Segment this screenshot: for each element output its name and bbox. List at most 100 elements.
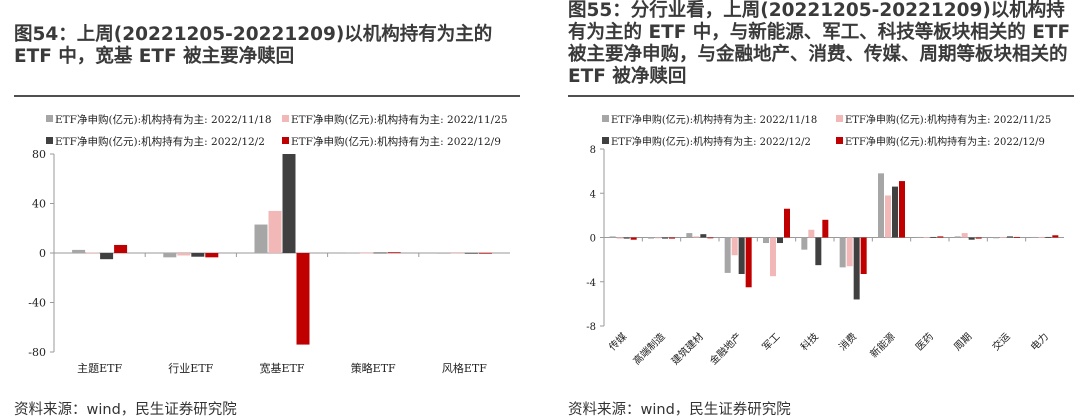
- bar: [436, 252, 450, 254]
- bar: [450, 252, 464, 254]
- y-tick-label: 0: [590, 234, 596, 245]
- figure-54-panel: 图54：上周(20221205-20221209)以机构持有为主的 ETF 中，…: [0, 0, 526, 418]
- bar: [954, 236, 961, 238]
- bar: [801, 237, 808, 250]
- bar: [724, 237, 731, 273]
- legend-label: ETF净申购(亿元):机构持有为主: 2022/12/2: [611, 135, 811, 148]
- x-tick-label: 主题ETF: [77, 362, 122, 375]
- bar: [839, 237, 846, 268]
- bar: [373, 252, 387, 254]
- legend-swatch: [282, 115, 289, 122]
- x-tick-label: 传媒: [607, 331, 630, 354]
- x-tick-label: 金融地产: [707, 330, 744, 367]
- bar: [1000, 236, 1006, 238]
- bar: [1038, 236, 1045, 238]
- bar: [655, 237, 661, 239]
- x-tick-label: 军工: [760, 331, 783, 354]
- figure-54-title: 图54：上周(20221205-20221209)以机构持有为主的 ETF 中，…: [14, 24, 493, 67]
- bar: [1014, 236, 1020, 238]
- bar: [1052, 235, 1059, 238]
- x-tick-label: 建筑建材: [668, 330, 705, 367]
- bar: [693, 236, 700, 238]
- y-tick-label: 8: [590, 145, 596, 156]
- legend-label: ETF净申购(亿元):机构持有为主: 2022/11/18: [55, 113, 272, 126]
- x-tick-label: 电力: [1028, 330, 1051, 353]
- bar: [731, 237, 738, 256]
- legend-swatch: [46, 137, 53, 144]
- bar: [662, 237, 668, 239]
- bar: [745, 237, 752, 288]
- x-tick-label: 风格ETF: [442, 361, 487, 375]
- legend-label: ETF净申购(亿元):机构持有为主: 2022/11/25: [845, 113, 1051, 126]
- bar: [846, 237, 853, 267]
- y-tick-label: 80: [32, 148, 46, 161]
- bar: [961, 233, 968, 238]
- legend-swatch: [46, 115, 53, 122]
- bar: [359, 252, 373, 254]
- legend-label: ETF净申购(亿元):机构持有为主: 2022/12/9: [845, 135, 1045, 148]
- bar: [853, 237, 860, 300]
- bar: [770, 237, 776, 277]
- bar: [860, 237, 867, 275]
- bar: [345, 252, 359, 254]
- bar: [686, 233, 693, 238]
- legend-label: ETF净申购(亿元):机构持有为主: 2022/11/18: [611, 113, 817, 126]
- bar: [669, 237, 675, 239]
- bar: [968, 237, 975, 240]
- x-tick-label: 高端制造: [630, 330, 667, 367]
- bar: [100, 253, 114, 260]
- bar: [464, 252, 478, 254]
- bar: [707, 237, 714, 239]
- bar: [885, 195, 891, 238]
- y-tick-label: 40: [32, 198, 46, 211]
- bar: [777, 237, 783, 244]
- title-divider: [568, 95, 1074, 97]
- figure-54-source: 资料来源：wind，民生证券研究院: [14, 402, 237, 418]
- bar: [899, 181, 905, 238]
- bar: [163, 253, 177, 258]
- x-tick-label: 宽基ETF: [260, 361, 305, 375]
- bar: [738, 237, 745, 275]
- legend-swatch: [282, 137, 289, 144]
- bar: [268, 210, 282, 253]
- x-tick-label: 策略ETF: [351, 361, 396, 375]
- bar: [254, 224, 268, 253]
- legend-swatch: [836, 115, 843, 122]
- bar: [1007, 236, 1013, 238]
- x-tick-label: 新能源: [867, 330, 897, 360]
- bar: [1045, 236, 1052, 238]
- bar: [387, 252, 401, 254]
- figure-55-source: 资料来源：wind，民生证券研究院: [568, 402, 791, 418]
- bar: [815, 237, 822, 266]
- x-tick-label: 医药: [913, 331, 936, 354]
- bar: [975, 237, 982, 239]
- legend-swatch: [602, 137, 609, 144]
- bar: [191, 253, 205, 257]
- bar: [930, 236, 937, 238]
- bar: [700, 234, 707, 238]
- bar: [282, 154, 296, 253]
- bar: [993, 237, 999, 239]
- x-tick-label: 行业ETF: [168, 362, 213, 375]
- figure-55-title: 图55：分行业看，上周(20221205-20221209)以机构持有为主的 E…: [568, 0, 1071, 87]
- bar: [916, 236, 923, 238]
- bar: [205, 253, 219, 258]
- bar: [616, 237, 623, 239]
- bar: [623, 237, 630, 239]
- title-divider: [14, 95, 520, 97]
- y-tick-label: 4: [590, 189, 596, 200]
- bar: [1031, 236, 1038, 238]
- figure-54-chart: ETF净申购(亿元):机构持有为主: 2022/11/18 ETF净申购(亿元):…: [28, 113, 510, 375]
- y-tick-label: -8: [586, 322, 596, 333]
- bar: [296, 253, 310, 345]
- x-tick-label: 周期: [952, 331, 975, 354]
- bar: [177, 253, 191, 256]
- bar: [648, 237, 654, 239]
- y-tick-label: -4: [586, 278, 596, 289]
- bar: [72, 249, 86, 253]
- bar: [822, 219, 829, 238]
- figure-55-chart: ETF净申购(亿元):机构持有为主: 2022/11/18 ETF净申购(亿元):…: [586, 113, 1064, 367]
- bar: [478, 252, 492, 254]
- bar: [923, 236, 930, 238]
- legend-label: ETF净申购(亿元):机构持有为主: 2022/12/2: [55, 135, 265, 148]
